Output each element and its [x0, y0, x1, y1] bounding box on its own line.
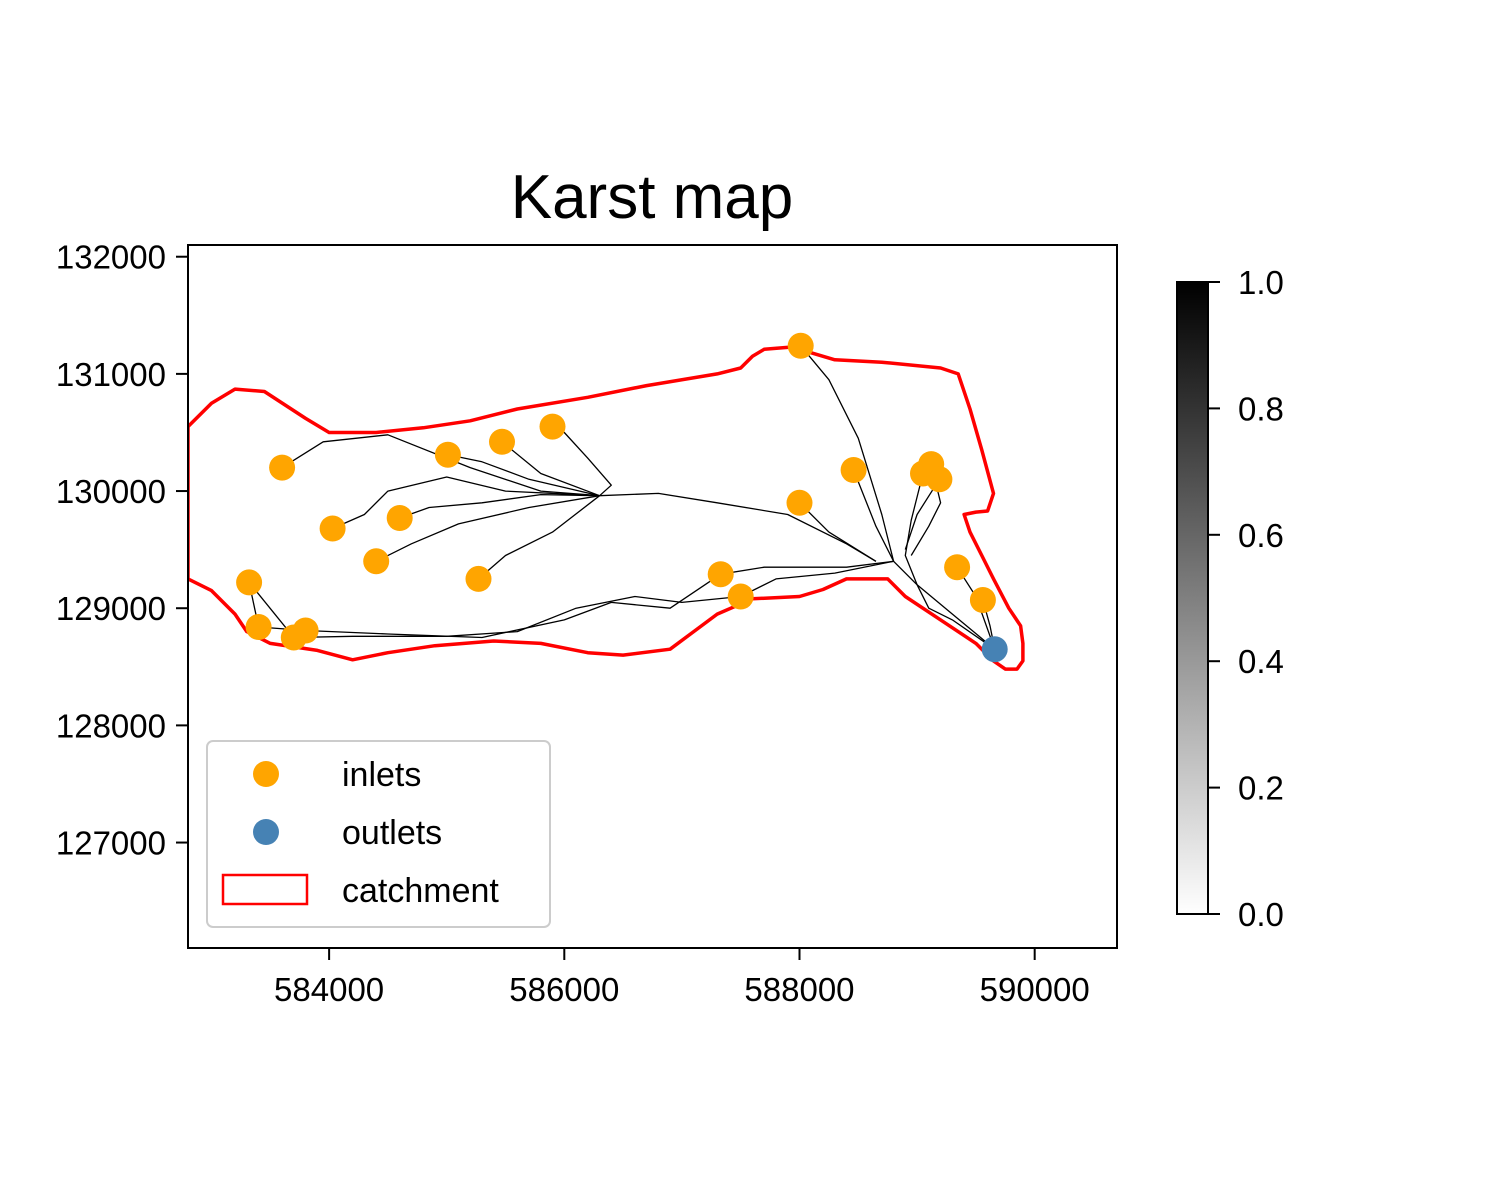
outlet-point [981, 636, 1008, 663]
colorbar-tick-label: 0.4 [1238, 643, 1284, 680]
x-axis: 584000 586000 588000 590000 [274, 948, 1090, 1008]
inlet-point [926, 466, 953, 493]
inlet-point [539, 413, 566, 440]
inlet-point [434, 441, 461, 468]
chart-title: Karst map [511, 163, 794, 232]
conduit-line [447, 454, 600, 497]
x-tick-label: 586000 [509, 971, 619, 1008]
conduit-line [904, 478, 940, 550]
conduit-line [501, 441, 600, 497]
inlet-point [236, 569, 263, 596]
conduit-line [893, 560, 996, 650]
y-tick-label: 129000 [56, 590, 166, 627]
y-tick-label: 131000 [56, 356, 166, 393]
inlet-point [727, 583, 754, 610]
conduit-line [852, 469, 895, 562]
legend-outlets-label: outlets [342, 814, 442, 852]
colorbar-gradient [1177, 282, 1208, 914]
conduit-line [800, 345, 895, 562]
x-tick-label: 584000 [274, 971, 384, 1008]
conduit-line [399, 493, 600, 519]
conduit-line [375, 495, 600, 562]
plot-frame [187, 244, 1118, 949]
colorbar-tick-label: 0.6 [1238, 517, 1284, 554]
y-tick-label: 130000 [56, 473, 166, 510]
inlet-point [969, 587, 996, 613]
inlet-point [363, 548, 390, 575]
y-tick-label: 128000 [56, 707, 166, 744]
inlet-point [269, 454, 296, 481]
inlet-point [786, 489, 813, 516]
colorbar-tick-label: 0.0 [1238, 896, 1284, 933]
conduit-line [281, 434, 600, 497]
legend-inlets-label: inlets [342, 756, 421, 794]
y-tick-label: 127000 [56, 825, 166, 862]
conduit-line [799, 502, 877, 562]
inlet-point [787, 332, 814, 359]
conduit-line [740, 560, 894, 598]
conduit-line [478, 495, 600, 580]
colorbar-tick-label: 0.2 [1238, 770, 1284, 807]
catchment-boundary [188, 345, 1025, 671]
inlet-point [319, 515, 346, 542]
conduit-line [293, 595, 741, 639]
conduit-line [248, 573, 722, 639]
x-tick-label: 590000 [980, 971, 1090, 1008]
y-tick-label: 132000 [56, 239, 166, 276]
inlet-point [944, 554, 971, 581]
colorbar-frame [1176, 281, 1209, 915]
inlet-point [840, 457, 867, 483]
conduit-line [720, 560, 894, 575]
legend-outlets-marker [253, 819, 279, 845]
inlet-point [465, 565, 492, 592]
conduit-line [332, 476, 600, 530]
legend-catchment-patch [221, 873, 309, 906]
points-layer [236, 332, 1008, 663]
legend-box [206, 740, 551, 928]
legend-inlets-marker [253, 761, 279, 787]
inlet-point [386, 505, 413, 531]
colorbar-tick-label: 0.8 [1238, 390, 1284, 427]
conduit-network [248, 345, 996, 650]
inlet-point [707, 561, 734, 588]
y-axis: 127000 128000 129000 130000 131000 132000 [56, 239, 188, 862]
legend: inlets outlets catchment [206, 740, 551, 928]
inlet-point [292, 617, 319, 644]
colorbar: 0.0 0.2 0.4 0.6 0.8 1.0 [1176, 264, 1284, 933]
x-tick-label: 588000 [744, 971, 854, 1008]
legend-catchment-label: catchment [342, 872, 499, 910]
catchment-layer [188, 345, 1025, 671]
colorbar-tick-label: 1.0 [1238, 264, 1284, 301]
inlet-point [489, 428, 515, 455]
colorbar-ticks: 0.0 0.2 0.4 0.6 0.8 1.0 [1208, 264, 1284, 933]
inlet-point [245, 614, 272, 640]
